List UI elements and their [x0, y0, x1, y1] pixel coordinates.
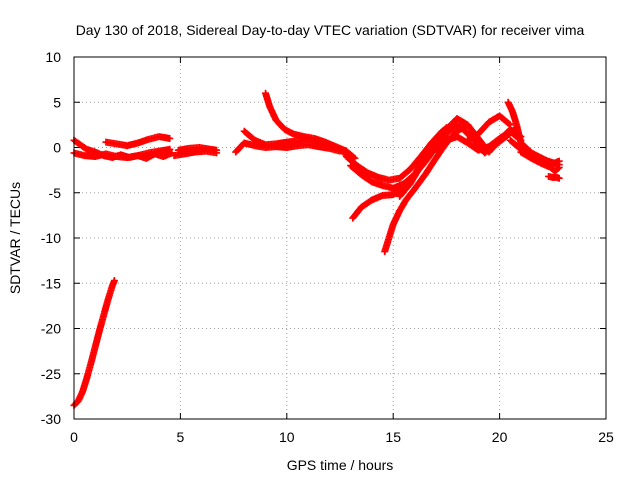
x-axis-label: GPS time / hours: [287, 457, 394, 473]
data-point: [166, 134, 174, 142]
y-tick-label: -10: [41, 230, 61, 246]
y-tick-label: 0: [53, 140, 61, 156]
data-point: [166, 145, 174, 153]
x-tick-label: 5: [177, 429, 185, 445]
data-point: [505, 120, 513, 128]
y-tick-label: -15: [41, 275, 61, 291]
series-track-9: [262, 89, 359, 162]
x-tick-label: 25: [598, 429, 614, 445]
series-track-6: [174, 144, 221, 154]
y-tick-label: -30: [41, 411, 61, 427]
y-tick-label: 10: [45, 49, 61, 65]
data-points: [70, 89, 563, 409]
series-track-21: [545, 172, 563, 182]
x-tick-label: 20: [492, 429, 508, 445]
chart-title: Day 130 of 2018, Sidereal Day-to-day VTE…: [76, 22, 585, 38]
x-tick-label: 0: [70, 429, 78, 445]
axis-ticks: 0 5 10 15 20 25 -30 -25 -20 -15 -10 -5 0 5 10: [41, 49, 614, 445]
data-point: [554, 164, 562, 172]
x-tick-label: 10: [279, 429, 295, 445]
series-track-2: [70, 145, 174, 161]
data-point: [555, 174, 563, 182]
y-tick-label: -25: [41, 366, 61, 382]
y-tick-label: -20: [41, 321, 61, 337]
data-point: [110, 277, 118, 285]
y-tick-label: 5: [53, 94, 61, 110]
series-track-3: [102, 133, 174, 150]
y-axis-label: SDTVAR / TECUs: [7, 182, 23, 294]
data-point: [213, 146, 221, 154]
grid-lines: [74, 57, 606, 419]
series-track-20: [517, 148, 563, 175]
data-point: [555, 163, 563, 171]
series-track-17: [464, 112, 514, 144]
plot-border: [73, 56, 607, 420]
y-tick-label: -5: [49, 185, 62, 201]
x-tick-label: 15: [385, 429, 401, 445]
series-track-13: [381, 121, 472, 256]
data-point: [506, 121, 514, 129]
series-track-4: [70, 277, 118, 409]
